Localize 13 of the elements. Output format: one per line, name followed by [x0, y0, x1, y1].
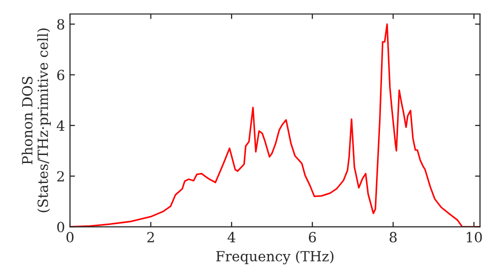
- y-tick-label: 4: [56, 120, 64, 131]
- x-tick-label: 0: [66, 232, 74, 242]
- x-axis-title: Frequency (THz): [216, 250, 334, 264]
- x-tick-label: 8: [390, 232, 397, 242]
- x-tick-label: 2: [147, 232, 154, 242]
- x-tick-label: 4: [228, 232, 236, 242]
- x-tick-label: 6: [308, 232, 316, 242]
- y-tick-label: 2: [57, 171, 64, 182]
- y-tick-label: 8: [57, 19, 64, 30]
- y-axis-title: Phonon DOS (States/THz·primitive cell): [22, 28, 51, 212]
- x-tick-label: 10: [466, 232, 482, 242]
- y-tick-label: 0: [57, 222, 64, 232]
- y-tick-label: 6: [57, 70, 64, 80]
